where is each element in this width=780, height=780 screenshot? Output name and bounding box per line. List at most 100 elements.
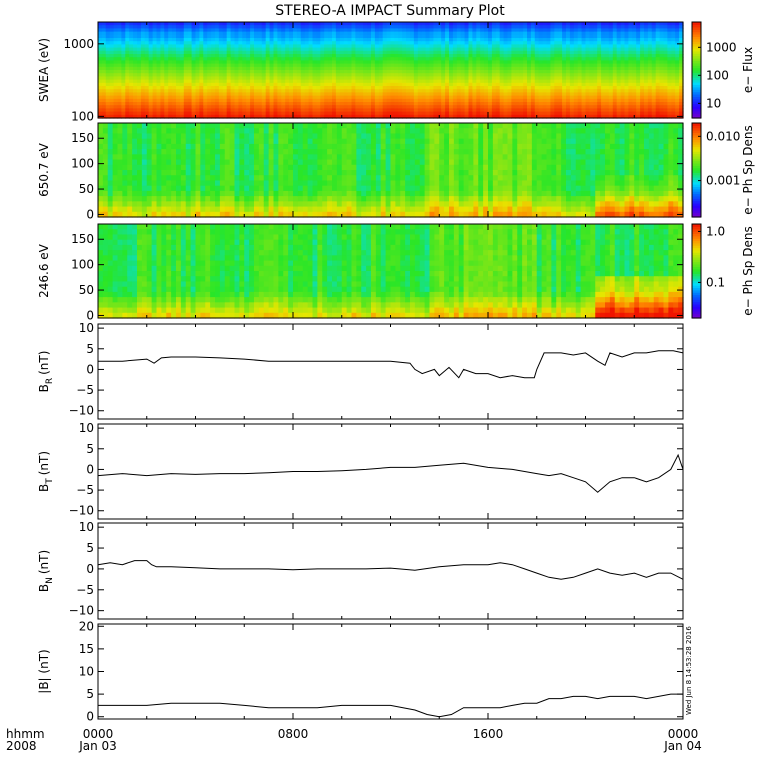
heat-cell-swea [644, 41, 649, 45]
heat-cell-swea [109, 79, 115, 84]
heat-cell-swea [257, 47, 263, 52]
heat-cell-swea [152, 73, 158, 77]
heat-cell-swea [207, 25, 212, 29]
heat-cell-swea [523, 79, 528, 84]
heat-cell-swea [218, 60, 224, 65]
heat-cell-swea [304, 73, 310, 77]
heat-cell-swea [511, 86, 516, 90]
heat-cell-pad650 [151, 154, 158, 161]
heat-cell-pad650 [176, 180, 182, 187]
heat-cell-swea [176, 79, 181, 84]
heat-cell-swea [624, 57, 629, 61]
heat-cell-swea [179, 25, 185, 29]
heat-cell-swea [265, 70, 271, 74]
heat-cell-pad650 [171, 149, 177, 155]
heat-cell-swea [491, 47, 497, 52]
heat-cell-swea [191, 44, 197, 49]
colorbar-seg-swea-25 [692, 55, 701, 59]
heat-cell-swea [417, 89, 423, 93]
heat-cell-swea [257, 86, 263, 90]
heat-cell-swea [562, 44, 567, 49]
heat-cell-pad650 [195, 164, 201, 171]
heat-cell-swea [636, 79, 641, 84]
heat-cell-swea [601, 92, 606, 97]
heat-cell-swea [663, 34, 668, 39]
heat-cell-swea [230, 41, 236, 45]
heat-cell-swea [671, 95, 676, 100]
heat-cell-swea [137, 22, 142, 26]
heat-cell-swea [620, 28, 626, 33]
heat-cell-swea [121, 108, 126, 113]
heat-cell-swea [527, 25, 532, 29]
heat-cell-pad650 [171, 190, 177, 197]
heat-cell-swea [632, 41, 637, 45]
heat-cell-pad650 [185, 201, 192, 208]
heat-cell-swea [129, 70, 134, 74]
heat-cell-swea [148, 38, 154, 42]
heat-cell-swea [542, 105, 548, 109]
heat-cell-swea [304, 41, 310, 45]
heat-cell-swea [562, 31, 567, 36]
heat-cell-swea [176, 41, 181, 45]
heat-cell-swea [605, 54, 610, 58]
heat-cell-swea [164, 34, 169, 39]
heat-cell-swea [445, 76, 450, 81]
heat-cell-swea [476, 86, 481, 90]
heat-cell-swea [425, 92, 431, 97]
heat-cell-swea [406, 79, 411, 84]
heat-cell-swea [507, 34, 512, 39]
heat-cell-swea [98, 82, 103, 87]
heat-cell-swea [460, 25, 466, 29]
heat-cell-swea [558, 54, 563, 58]
heat-cell-pad650 [180, 211, 187, 218]
heat-cell-swea [187, 38, 193, 42]
heat-cell-swea [378, 98, 384, 103]
heat-cell-swea [308, 73, 314, 77]
heat-cell-swea [542, 76, 548, 81]
heat-cell-pad650 [190, 133, 197, 140]
heat-cell-swea [573, 44, 579, 49]
heat-cell-swea [562, 76, 567, 81]
heat-cell-swea [203, 95, 208, 100]
heat-cell-swea [569, 105, 575, 109]
heat-cell-swea [273, 50, 278, 55]
heat-cell-swea [636, 22, 641, 26]
heat-cell-swea [503, 63, 509, 68]
heat-cell-swea [254, 66, 259, 71]
heat-cell-swea [312, 34, 317, 39]
heat-cell-swea [234, 57, 239, 61]
heat-cell-swea [449, 98, 454, 103]
heat-cell-swea [129, 41, 134, 45]
heat-cell-swea [620, 89, 626, 93]
heat-cell-swea [191, 82, 197, 87]
heat-cell-swea [289, 102, 294, 106]
heat-cell-swea [410, 114, 415, 119]
heat-cell-swea [308, 60, 314, 65]
heat-cell-swea [488, 111, 493, 116]
heat-cell-swea [402, 22, 407, 26]
heat-cell-swea [355, 50, 360, 55]
heat-cell-swea [328, 102, 333, 106]
heat-cell-swea [324, 44, 329, 49]
heat-cell-swea [433, 60, 438, 65]
heat-cell-swea [374, 28, 380, 33]
heat-cell-swea [105, 50, 111, 55]
heat-cell-pad650 [171, 201, 177, 208]
heat-cell-swea [468, 41, 473, 45]
heat-cell-swea [655, 70, 661, 74]
heat-cell-swea [254, 92, 259, 97]
heat-cell-swea [546, 70, 551, 74]
heat-cell-swea [507, 41, 512, 45]
heat-cell-swea [511, 22, 516, 26]
heat-cell-swea [156, 114, 161, 119]
heat-cell-swea [495, 38, 501, 42]
heat-cell-swea [495, 114, 501, 119]
heat-cell-swea [320, 66, 325, 71]
heat-cell-swea [179, 92, 185, 97]
heat-cell-swea [519, 79, 524, 84]
heat-cell-swea [355, 92, 360, 97]
heat-cell-swea [335, 54, 341, 58]
heat-cell-swea [476, 38, 481, 42]
heat-cell-swea [550, 92, 555, 97]
heat-cell-swea [343, 54, 349, 58]
